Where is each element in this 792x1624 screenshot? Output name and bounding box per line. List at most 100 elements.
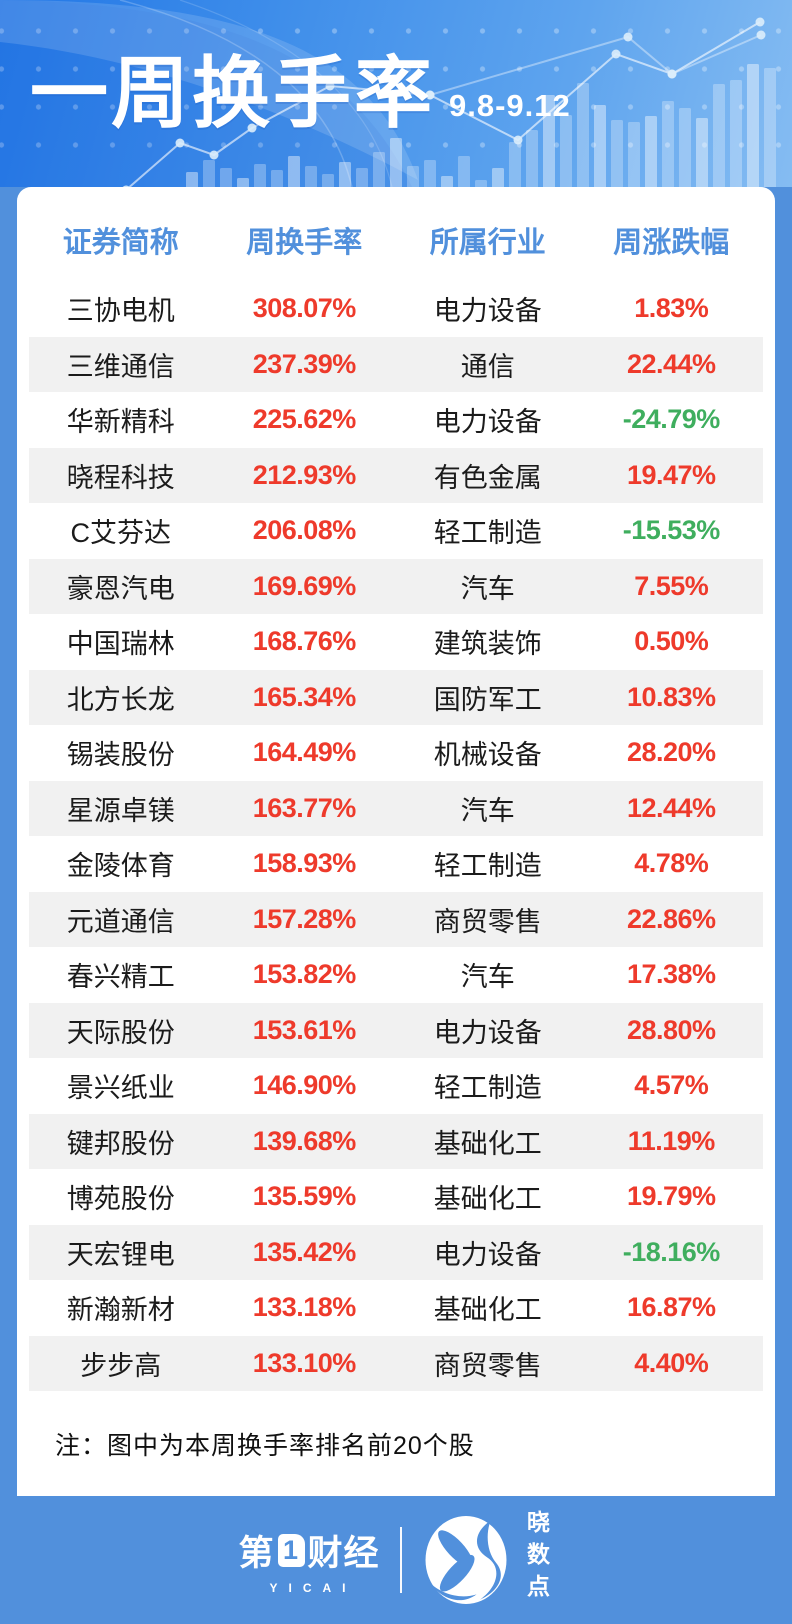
table-row: 中国瑞林 168.76% 建筑装饰 0.50% [17,614,775,670]
change-value: 1.83% [634,293,709,324]
turnover-value: 139.68% [252,1125,357,1156]
stock-name: 晓程科技 [66,462,175,493]
table-row: 元道通信 157.28% 商贸零售 22.86% [17,891,775,947]
dot-grid-pattern [0,8,792,148]
change-value: 19.79% [626,1181,716,1212]
stock-name: 元道通信 [66,906,175,937]
footer-bar: 第 1 财经 YICAI 晓数点 [0,1496,792,1624]
industry-label: 建筑装饰 [433,629,542,660]
turnover-value: 135.42% [252,1236,357,1267]
table-row: 星源卓镁 163.77% 汽车 12.44% [17,780,775,836]
turnover-value: 212.93% [252,459,357,490]
table-row: 景兴纸业 146.90% 轻工制造 4.57% [17,1058,775,1114]
table-row: 三维通信 237.39% 通信 22.44% [17,336,775,392]
yicai-char-post: 财经 [307,1534,380,1573]
change-value: 4.78% [634,848,709,879]
yicai-one-icon: 1 [277,1534,305,1567]
industry-label: 有色金属 [433,462,542,493]
turnover-value: 153.82% [252,959,357,990]
turnover-value: 146.90% [252,1070,357,1101]
stock-name: 键邦股份 [66,1128,175,1159]
line-chart-markers [122,17,766,187]
change-value: 22.86% [626,903,716,934]
table-row: 天际股份 153.61% 电力设备 28.80% [17,1002,775,1058]
xs-monogram-icon [425,1516,506,1604]
change-value: -15.53% [622,515,721,546]
table-header-row: 证券简称 周换手率 所属行业 周涨跌幅 [29,217,763,263]
stock-name: 星源卓镁 [66,795,175,826]
table-row: 金陵体育 158.93% 轻工制造 4.78% [17,836,775,892]
footnote: 注：图中为本周换手率排名前20个股 [55,1432,475,1460]
table-row: 步步高 133.10% 商贸零售 4.40% [17,1335,775,1391]
turnover-value: 153.61% [252,1014,357,1045]
column-header-change: 周涨跌幅 [613,227,730,259]
turnover-value: 164.49% [252,737,357,768]
industry-label: 电力设备 [433,1239,542,1270]
line-chart-decoration [127,21,761,187]
industry-label: 国防军工 [433,684,542,715]
stock-name: 金陵体育 [66,851,175,882]
change-value: 0.50% [634,626,709,657]
change-value: 7.55% [634,570,709,601]
stock-name: 步步高 [80,1350,162,1381]
change-value: 16.87% [626,1292,716,1323]
table-row: 新瀚新材 133.18% 基础化工 16.87% [17,1280,775,1336]
turnover-value: 165.34% [252,681,357,712]
stock-name: 豪恩汽电 [66,573,175,604]
stock-name: 春兴精工 [66,962,175,993]
xiaoshudian-label: 晓数点 [523,1510,550,1606]
stock-name: 北方长龙 [66,684,175,715]
bar-chart-decoration [186,64,776,187]
turnover-value: 237.39% [252,348,357,379]
industry-label: 基础化工 [433,1184,542,1215]
table-row: 锡装股份 164.49% 机械设备 28.20% [17,725,775,781]
stock-name: 天际股份 [66,1017,175,1048]
stock-name: 中国瑞林 [66,629,175,660]
industry-label: 电力设备 [433,296,542,327]
column-header-industry: 所属行业 [429,227,546,259]
turnover-value: 206.08% [252,515,357,546]
column-header-turnover: 周换手率 [246,227,363,259]
wave-line [179,0,393,187]
industry-label: 汽车 [460,573,515,604]
industry-label: 轻工制造 [433,1073,542,1104]
table-row: C艾芬达 206.08% 轻工制造 -15.53% [17,503,775,559]
stock-name: 新瀚新材 [66,1295,175,1326]
change-value: 28.20% [626,737,716,768]
date-range: 9.8-9.12 [449,87,571,123]
turnover-value: 157.28% [252,903,357,934]
change-value: 10.83% [626,681,716,712]
table-row: 键邦股份 139.68% 基础化工 11.19% [17,1113,775,1169]
change-value: 17.38% [626,959,716,990]
table-card: 证券简称 周换手率 所属行业 周涨跌幅 三协电机 308.07% 电力设备 1.83%… [17,187,775,1496]
yicai-latin-label: YICAI [269,1581,357,1595]
change-value: 19.47% [626,459,716,490]
stock-name: 华新精科 [66,407,175,438]
change-value: 12.44% [626,792,716,823]
table-row: 春兴精工 153.82% 汽车 17.38% [17,947,775,1003]
turnover-value: 168.76% [252,626,357,657]
stock-name: 景兴纸业 [66,1073,175,1104]
industry-label: 基础化工 [433,1295,542,1326]
yicai-char-pre: 第 [238,1534,275,1573]
yicai-wordmark: 第 1 财经 [238,1525,379,1576]
turnover-value: 158.93% [252,848,357,879]
stock-name: 三维通信 [66,351,175,382]
turnover-value: 135.59% [252,1181,357,1212]
column-header-stock: 证券简称 [62,227,179,259]
wave-shape [0,0,412,187]
industry-label: 商贸零售 [433,1350,542,1381]
table-row: 晓程科技 212.93% 有色金属 19.47% [17,447,775,503]
table-body: 三协电机 308.07% 电力设备 1.83% 三维通信 237.39% 通信 22.44% 华… [17,281,775,1391]
table-row: 北方长龙 165.34% 国防军工 10.83% [17,669,775,725]
wave-line [119,0,353,187]
footer-divider [399,1527,402,1593]
stock-name: 天宏锂电 [66,1239,175,1270]
turnover-value: 163.77% [252,792,357,823]
stock-name: 博苑股份 [66,1184,175,1215]
header-banner: 一周换手率 9.8-9.12 [0,0,792,187]
change-value: 22.44% [626,348,716,379]
stock-name: 三协电机 [66,296,175,327]
turnover-value: 169.69% [252,570,357,601]
stock-name: C艾芬达 [70,518,172,549]
